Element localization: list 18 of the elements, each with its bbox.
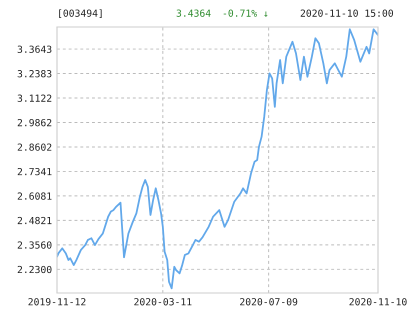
y-tick-label: 3.3643 <box>18 46 52 53</box>
y-tick-label: 3.1122 <box>18 94 52 102</box>
y-tick-label: 2.7341 <box>18 168 52 176</box>
x-tick-label: 2019-11-12 <box>28 298 86 306</box>
x-tick-label: 2020-03-11 <box>134 298 192 306</box>
y-tick-label: 2.3560 <box>18 241 52 249</box>
y-tick-label: 2.2300 <box>18 266 52 274</box>
x-tick-label: 2020-11-10 <box>349 298 407 306</box>
x-tick-label: 2020-07-09 <box>240 298 298 306</box>
y-tick-label: 2.6081 <box>18 192 52 200</box>
y-tick-label: 3.2383 <box>18 70 52 78</box>
text: 3.4364 <box>176 9 211 17</box>
y-tick-label: 2.8602 <box>18 143 52 151</box>
text: -0.71% ↓ <box>224 9 268 17</box>
y-tick-label: 2.9862 <box>18 118 52 126</box>
text: [003494] <box>59 9 102 18</box>
text: 2020-11-10 15:00 <box>300 9 394 17</box>
y-tick-label: 2.4821 <box>18 216 52 224</box>
